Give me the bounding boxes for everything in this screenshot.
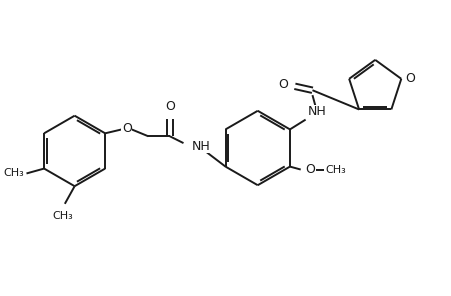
Text: CH₃: CH₃ — [4, 168, 24, 178]
Text: CH₃: CH₃ — [324, 165, 345, 175]
Text: CH₃: CH₃ — [52, 211, 73, 221]
Text: O: O — [121, 122, 131, 135]
Text: O: O — [404, 72, 414, 85]
Text: O: O — [305, 163, 315, 176]
Text: O: O — [165, 100, 175, 113]
Text: NH: NH — [191, 139, 210, 152]
Text: NH: NH — [307, 105, 326, 118]
Text: O: O — [277, 78, 287, 91]
